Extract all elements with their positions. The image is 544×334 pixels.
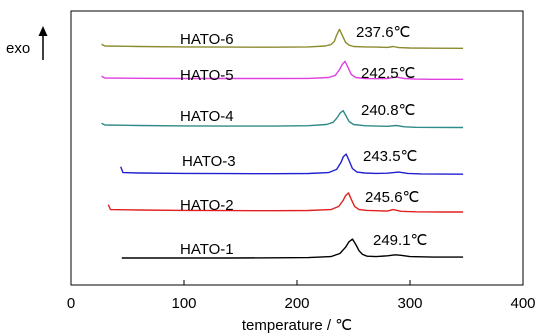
series-name-label: HATO-5	[180, 67, 234, 84]
x-tick-label: 400	[510, 295, 535, 312]
series-line-hato-6	[101, 28, 464, 49]
series-name-label: HATO-2	[180, 197, 234, 214]
plot-frame	[70, 10, 524, 286]
peak-temperature-label: 243.5℃	[363, 148, 417, 165]
exo-arrow	[38, 26, 48, 60]
series-line-hato-3	[120, 153, 464, 175]
x-tick-label: 100	[171, 295, 196, 312]
series-line-hato-2	[107, 192, 464, 213]
series-name-label: HATO-6	[180, 31, 234, 48]
peak-temperature-label: 242.5℃	[361, 65, 415, 82]
x-axis-title: temperature / ℃	[242, 317, 352, 334]
peak-temperature-label: 237.6℃	[356, 24, 410, 41]
y-axis-title: exo	[6, 40, 30, 57]
series-line-hato-4	[101, 109, 464, 129]
series-line-hato-1	[121, 238, 464, 259]
peak-temperature-label: 249.1℃	[373, 232, 427, 249]
peak-temperature-label: 240.8℃	[361, 102, 415, 119]
series-line-hato-5	[101, 60, 464, 80]
peak-labels: 237.6℃ 242.5℃ 240.8℃ 243.5℃ 245.6℃ 249.1℃	[356, 24, 427, 249]
x-tick-label: 300	[397, 295, 422, 312]
series-lines	[101, 28, 464, 259]
x-tick-label: 0	[67, 295, 75, 312]
series-name-label: HATO-3	[182, 153, 236, 170]
x-axis-ticks	[70, 280, 524, 285]
series-name-label: HATO-1	[180, 241, 234, 258]
series-labels: HATO-6 HATO-5 HATO-4 HATO-3 HATO-2 HATO-1	[180, 31, 236, 258]
x-axis-tick-labels: 0 100 200 300 400	[67, 295, 536, 312]
x-tick-label: 200	[284, 295, 309, 312]
peak-temperature-label: 245.6℃	[365, 189, 419, 206]
series-name-label: HATO-4	[180, 108, 234, 125]
